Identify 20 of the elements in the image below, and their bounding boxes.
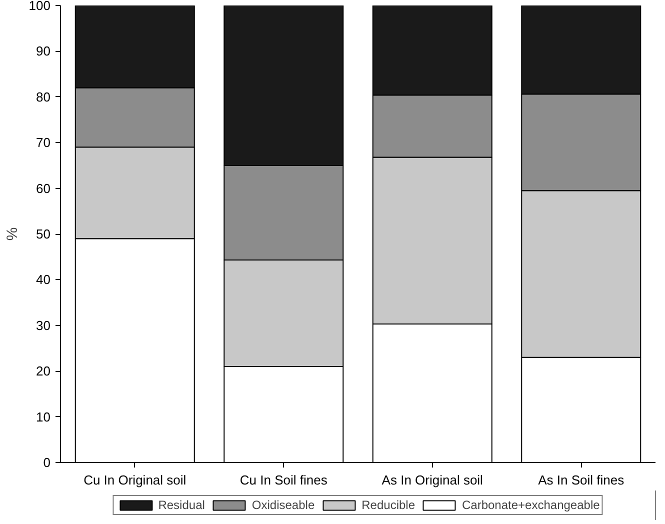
y-tick-label: 50 — [36, 226, 51, 242]
legend-label: Carbonate+exchangeable — [462, 498, 600, 512]
y-tick-label: 100 — [28, 0, 51, 13]
y-tick-label: 0 — [43, 455, 51, 470]
x-tick-label: Cu In Soil fines — [240, 472, 328, 488]
x-tick-label: As In Soil fines — [538, 472, 625, 488]
x-tick-label: As In Original soil — [382, 472, 484, 488]
y-tick-label: 90 — [36, 44, 51, 59]
legend-label: Oxidiseable — [252, 498, 315, 512]
x-tick-label: Cu In Original soil — [84, 472, 186, 488]
legend-label: Residual — [158, 498, 205, 512]
y-tick-label: 30 — [36, 318, 51, 333]
y-tick-label: 10 — [36, 409, 51, 424]
y-tick-label: 60 — [36, 180, 51, 196]
y-axis-title: % — [4, 227, 21, 241]
y-tick-label: 70 — [36, 135, 51, 150]
y-tick-label: 80 — [36, 89, 51, 104]
y-tick-label: 40 — [36, 272, 51, 288]
legend-label: Reducible — [362, 498, 415, 512]
y-tick-label: 20 — [36, 364, 51, 379]
